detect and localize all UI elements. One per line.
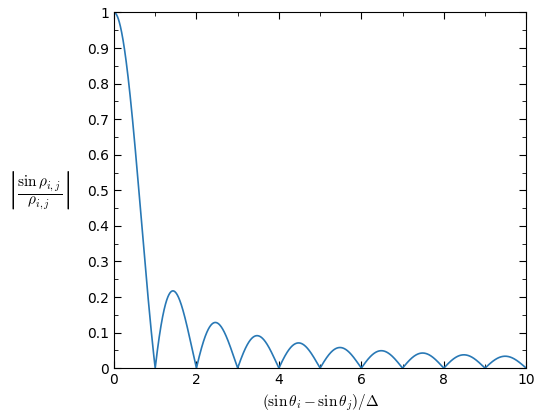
X-axis label: $(\sin\theta_i - \sin\theta_j)/\Delta$: $(\sin\theta_i - \sin\theta_j)/\Delta$ <box>262 393 379 413</box>
Y-axis label: $\left|\dfrac{\sin\rho_{i,j}}{\rho_{i,j}}\right|$: $\left|\dfrac{\sin\rho_{i,j}}{\rho_{i,j}… <box>7 169 70 211</box>
